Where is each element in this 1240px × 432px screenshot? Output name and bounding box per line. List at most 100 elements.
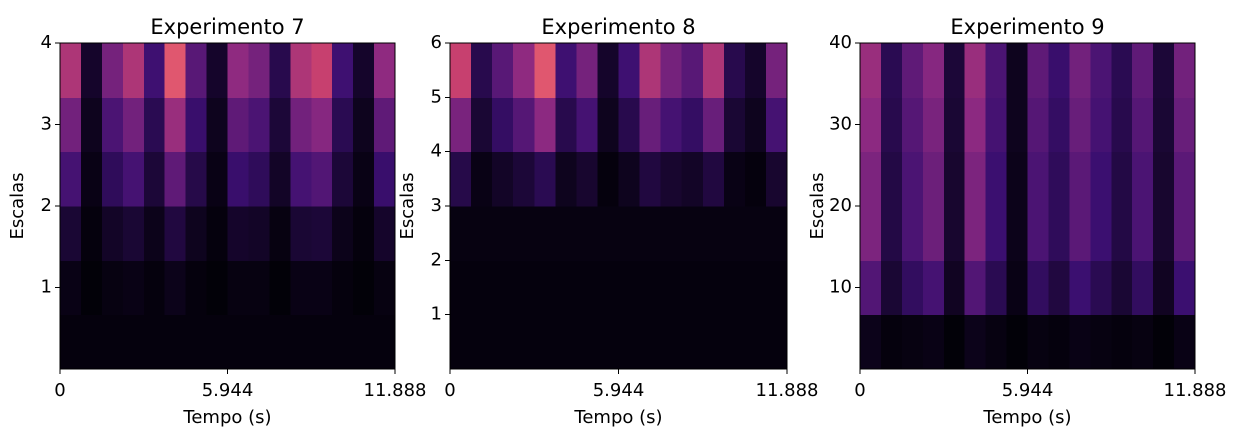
heatmap-cell xyxy=(639,206,662,261)
heatmap-cell xyxy=(143,206,166,261)
heatmap-cell xyxy=(164,97,187,153)
heatmap-cell xyxy=(880,43,903,98)
heatmap-cell xyxy=(1132,206,1154,261)
heatmap-cell xyxy=(860,206,882,261)
heatmap-cell xyxy=(702,151,725,207)
heatmap-cell xyxy=(269,151,291,207)
heatmap-cell xyxy=(964,260,987,316)
heatmap-cell xyxy=(1069,43,1091,98)
heatmap-cell xyxy=(860,43,882,98)
heatmap-cell xyxy=(227,206,249,261)
heatmap-cell xyxy=(1069,206,1091,261)
heatmap-cell xyxy=(227,151,249,207)
heatmap-cell xyxy=(60,97,82,153)
heatmap-cell xyxy=(985,151,1008,207)
heatmap-cell xyxy=(597,151,619,207)
heatmap-cell xyxy=(964,314,987,370)
heatmap-cell xyxy=(450,206,472,261)
heatmap-cell xyxy=(185,151,208,207)
heatmap-cell xyxy=(597,43,619,98)
heatmap-cell xyxy=(922,151,945,207)
heatmap-cell xyxy=(660,43,683,98)
heatmap-cell xyxy=(60,206,82,261)
y-axis-label: Escalas xyxy=(397,172,418,239)
heatmap-cell xyxy=(1006,151,1028,207)
heatmap-cell xyxy=(534,97,556,153)
heatmap-cell xyxy=(227,43,249,98)
heatmap-cell xyxy=(471,314,493,370)
heatmap-cell xyxy=(311,260,333,316)
heatmap-cell xyxy=(1006,314,1028,370)
x-tick-label: 5.944 xyxy=(1002,380,1054,401)
heatmap-cell xyxy=(1090,97,1112,153)
heatmap-cell xyxy=(1174,260,1196,316)
heatmap-cell xyxy=(723,206,746,261)
heatmap-cell xyxy=(1153,97,1175,153)
heatmap-cell xyxy=(765,206,788,261)
heatmap-cell xyxy=(122,151,145,207)
heatmap-cell xyxy=(618,260,641,316)
heatmap-cell xyxy=(1048,151,1070,207)
heatmap-cell xyxy=(943,97,966,153)
heatmap-cell xyxy=(374,260,396,316)
heatmap-cell xyxy=(922,206,945,261)
heatmap-cell xyxy=(353,97,375,153)
heatmap-cell xyxy=(985,314,1008,370)
heatmap-cell xyxy=(101,43,124,98)
heatmap-cell xyxy=(639,43,662,98)
heatmap-cell xyxy=(450,314,472,370)
heatmap-cell xyxy=(1111,43,1133,98)
heatmap-cell xyxy=(681,97,704,153)
heatmap-cell xyxy=(744,97,767,153)
heatmap-cell xyxy=(576,206,598,261)
heatmap-cell xyxy=(122,314,145,370)
heatmap-cell xyxy=(374,151,396,207)
heatmap-cell xyxy=(1111,97,1133,153)
heatmap-cell xyxy=(206,151,228,207)
heatmap-cell xyxy=(576,314,598,370)
heatmap-cell xyxy=(555,97,577,153)
heatmap-cell xyxy=(311,151,333,207)
heatmap-cell xyxy=(1111,314,1133,370)
heatmap-cell xyxy=(1069,260,1091,316)
heatmap-cell xyxy=(513,43,535,98)
heatmap-cell xyxy=(471,206,493,261)
heatmap-cell xyxy=(681,314,704,370)
heatmap-cell xyxy=(534,206,556,261)
heatmap-cell xyxy=(985,97,1008,153)
heatmap-cell xyxy=(122,97,145,153)
heatmap-cell xyxy=(80,151,103,207)
heatmap-cell xyxy=(311,206,333,261)
x-axis-label: Tempo (s) xyxy=(982,407,1071,428)
heatmap-cell xyxy=(101,206,124,261)
heatmap-cell xyxy=(353,206,375,261)
heatmap-cell xyxy=(1090,206,1112,261)
heatmap-cell xyxy=(122,206,145,261)
heatmap-cell xyxy=(1048,314,1070,370)
heatmap-cell xyxy=(1027,314,1049,370)
heatmap-cell xyxy=(353,43,375,98)
heatmap-cell xyxy=(901,43,924,98)
heatmap-cell xyxy=(1069,97,1091,153)
heatmap-cell xyxy=(248,151,270,207)
heatmap-cell xyxy=(1090,43,1112,98)
heatmap-cell xyxy=(555,43,577,98)
heatmap-cell xyxy=(985,43,1008,98)
heatmap-cell xyxy=(471,97,493,153)
heatmap-cell xyxy=(555,151,577,207)
heatmap-cell xyxy=(80,97,103,153)
heatmap-cell xyxy=(492,206,514,261)
heatmap-cell xyxy=(576,260,598,316)
heatmap-cell xyxy=(639,151,662,207)
heatmap-cell xyxy=(943,43,966,98)
heatmap-cell xyxy=(744,43,767,98)
heatmap-cell xyxy=(290,206,312,261)
y-tick-label: 10 xyxy=(829,277,852,298)
heatmap-cell xyxy=(901,260,924,316)
heatmap-cell xyxy=(1027,260,1049,316)
x-tick-label: 0 xyxy=(854,380,865,401)
heatmap-cell xyxy=(639,97,662,153)
heatmap-cell xyxy=(534,151,556,207)
heatmap-cell xyxy=(860,314,882,370)
heatmap-cell xyxy=(513,314,535,370)
